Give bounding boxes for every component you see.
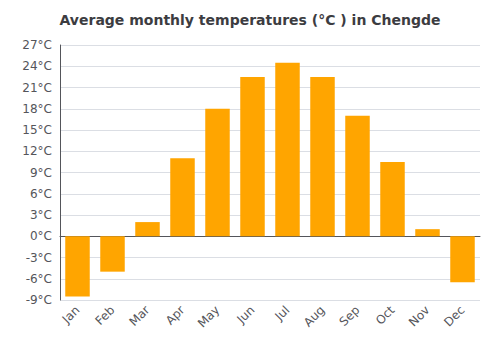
svg-text:Apr: Apr <box>163 303 188 328</box>
svg-text:27°C: 27°C <box>22 38 52 52</box>
svg-text:12°C: 12°C <box>22 144 52 158</box>
svg-text:Nov: Nov <box>406 303 432 329</box>
svg-text:Sep: Sep <box>337 303 363 329</box>
svg-text:Mar: Mar <box>127 303 153 329</box>
svg-text:Jan: Jan <box>59 303 83 327</box>
svg-text:Average monthly temperatures (: Average monthly temperatures (°C ) in Ch… <box>60 12 441 28</box>
svg-text:6°C: 6°C <box>30 187 52 201</box>
svg-text:3°C: 3°C <box>30 208 52 222</box>
svg-text:24°C: 24°C <box>22 59 52 73</box>
svg-text:18°C: 18°C <box>22 102 52 116</box>
svg-text:0°C: 0°C <box>30 229 52 243</box>
svg-text:Aug: Aug <box>301 303 327 329</box>
svg-text:May: May <box>195 303 222 330</box>
svg-text:-6°C: -6°C <box>26 272 52 286</box>
svg-text:-9°C: -9°C <box>26 293 52 307</box>
svg-text:15°C: 15°C <box>22 123 52 137</box>
svg-text:Dec: Dec <box>441 303 467 329</box>
svg-text:Jul: Jul <box>272 303 293 324</box>
svg-text:Oct: Oct <box>373 303 398 328</box>
svg-text:Feb: Feb <box>93 303 118 328</box>
svg-text:21°C: 21°C <box>22 81 52 95</box>
svg-text:Jun: Jun <box>234 303 258 327</box>
svg-text:9°C: 9°C <box>30 166 52 180</box>
svg-text:-3°C: -3°C <box>26 251 52 265</box>
